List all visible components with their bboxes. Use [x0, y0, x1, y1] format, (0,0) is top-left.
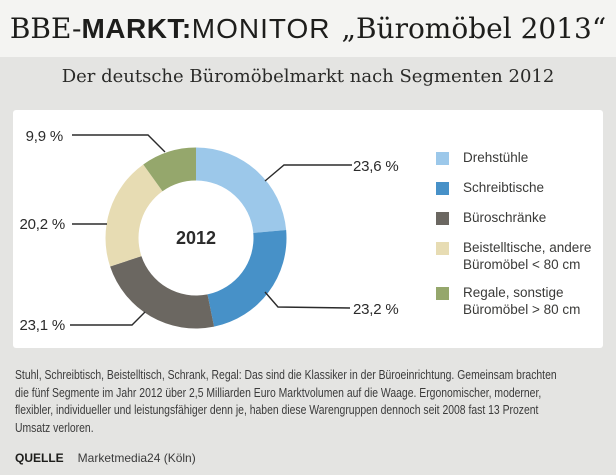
leader-line-bueroschraenke	[70, 311, 146, 326]
percent-label-bueroschraenke: 23,1 %	[20, 317, 66, 334]
header-brand-regular: MONITOR	[191, 13, 331, 44]
chart-card: 9,9 % 20,2 % 23,1 % 23,6 % 23,2 % 2012 D…	[13, 110, 603, 348]
legend-swatch	[436, 152, 449, 165]
body-line: die fünf Segmente im Jahr 2012 über 2,5 …	[15, 384, 542, 400]
donut-segment-3	[105, 164, 163, 267]
leader-line-regale	[72, 134, 166, 153]
legend-swatch	[436, 287, 449, 300]
legend-item: Beistelltische, andere Büromöbel < 80 cm	[436, 240, 601, 273]
donut-segment-2	[110, 256, 215, 329]
legend-label-line: Beistelltische, andere	[463, 240, 592, 255]
percent-label-schreibtische: 23,2 %	[353, 301, 399, 318]
donut-segments	[105, 147, 287, 329]
percent-label-beistelltische: 20,2 %	[20, 216, 66, 233]
legend-swatch	[436, 212, 449, 225]
legend-item: Regale, sonstige Büromöbel > 80 cm	[436, 285, 601, 318]
legend-swatch	[436, 182, 449, 195]
legend-label-line: Büromöbel > 80 cm	[463, 301, 581, 317]
legend-item: Drehstühle	[436, 150, 601, 167]
leader-line-drehstuehle	[264, 164, 352, 182]
report-header: BBE-MARKT:MONITOR „Büromöbel 2013“	[0, 0, 616, 57]
legend-item: Büroschränke	[436, 210, 601, 227]
donut-center-year: 2012	[176, 228, 216, 248]
donut-segment-1	[207, 230, 287, 327]
legend-label-line: Schreibtische	[463, 180, 545, 195]
body-line: Umsatz verloren.	[15, 419, 94, 435]
legend-label-line: Drehstühle	[463, 150, 529, 165]
percent-label-drehstuehle: 23,6 %	[353, 158, 399, 175]
source-row: QUELLE Marketmedia24 (Köln)	[15, 449, 196, 467]
body-paragraph: Stuhl, Schreibtisch, Beistelltisch, Schr…	[15, 366, 615, 436]
legend-item: Schreibtische	[436, 180, 601, 197]
leader-line-schreibtische	[264, 291, 351, 309]
header-brand-bold: MARKT:	[81, 13, 192, 44]
donut-segment-0	[196, 147, 287, 233]
chart-title: Der deutsche Büromöbelmarkt nach Segment…	[61, 66, 555, 87]
legend-label-line: Regale, sonstige	[463, 285, 564, 300]
percent-label-regale: 9,9 %	[26, 128, 63, 145]
donut-segment-4	[143, 147, 196, 192]
legend-swatch	[436, 242, 449, 255]
body-line: Stuhl, Schreibtisch, Beistelltisch, Schr…	[15, 367, 557, 382]
legend-label-line: Büroschränke	[463, 210, 547, 225]
source-label: QUELLE	[15, 451, 64, 465]
source-value: Marketmedia24 (Köln)	[77, 451, 196, 465]
donut-chart: 9,9 % 20,2 % 23,1 % 23,6 % 23,2 % 2012	[20, 128, 399, 334]
header-brand-prefix: BBE-	[9, 12, 82, 45]
body-line: flexibler, individueller und leistungsfä…	[15, 402, 539, 417]
legend-label-line: Büromöbel < 80 cm	[463, 256, 581, 272]
header-report-name: „Büromöbel 2013“	[341, 12, 607, 45]
